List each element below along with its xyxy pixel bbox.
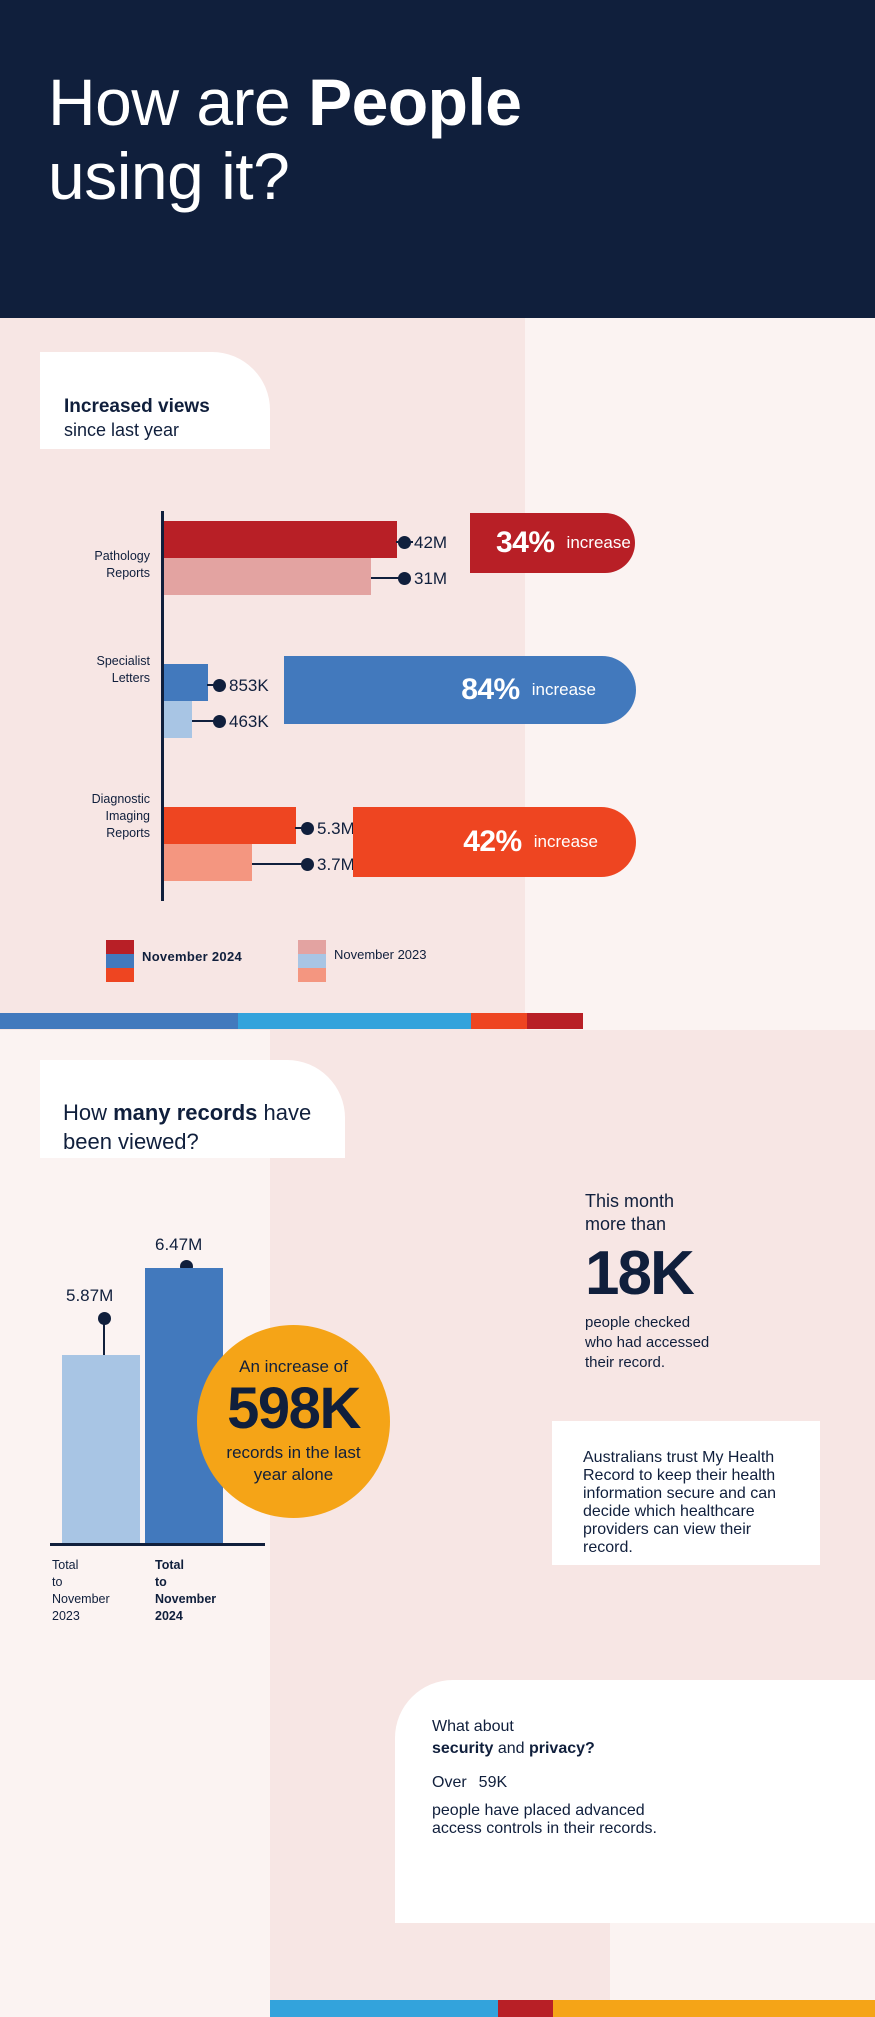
vbar-value-label-0: 5.87M xyxy=(66,1286,114,1305)
hbar-previous-1 xyxy=(164,701,192,738)
vbar-stem-0 xyxy=(103,1320,105,1356)
page-title: How are People using it? xyxy=(48,65,868,214)
records-title-c: have xyxy=(257,1100,312,1125)
hbar-previous-0 xyxy=(164,558,371,595)
increase-pill-pct-1: 84% xyxy=(461,673,520,706)
increase-pill-2b: 42% increase xyxy=(353,807,636,877)
legend-swatch-2023-red xyxy=(298,940,326,954)
hbar-dot-2b xyxy=(301,858,314,871)
hbar-leader-0prev xyxy=(371,577,400,579)
hbar-value-label-1b: 463K xyxy=(229,712,269,731)
security-question-line2: security and privacy? xyxy=(432,1740,862,1758)
legend-swatch-2023 xyxy=(298,940,326,982)
security-over-row: Over 59K xyxy=(432,1774,862,1792)
color-strip-sky xyxy=(238,1013,471,1029)
legend-swatch-2024-orange xyxy=(106,968,134,982)
hbar-leader-2b xyxy=(252,863,307,865)
hbar-category-label-0: Pathology Reports xyxy=(94,549,150,580)
legend-label-2023: November 2023 xyxy=(334,947,427,962)
trust-panel-content: Australians trust My Health Record to ke… xyxy=(583,1449,793,1557)
month-18k-content: This month more than 18K people checked … xyxy=(585,1190,855,1373)
security-over-label: Over xyxy=(432,1774,467,1791)
legend-swatch-2023-blue xyxy=(298,954,326,968)
records-title-b: many records xyxy=(113,1100,258,1125)
hbar-value-label-0b: 31M xyxy=(414,569,448,588)
vbar-axis xyxy=(50,1543,265,1546)
month-18k-number: 18K xyxy=(585,1238,695,1308)
increase-pill-pct-0: 34% xyxy=(496,526,555,559)
security-tail-text: people have placed advanced access contr… xyxy=(432,1802,657,1837)
hbar-value-label-2b: 3.7M xyxy=(317,855,355,874)
increased-views-card xyxy=(40,352,270,449)
legend-swatch-2023-orange xyxy=(298,968,326,982)
header-banner: How are People using it? xyxy=(0,0,875,318)
increase-pill-1: 84% increase xyxy=(284,656,636,724)
hbar-current-1 xyxy=(164,664,208,701)
hbar-axis xyxy=(161,511,164,901)
increased-views-subtitle-text: since last year xyxy=(64,420,180,440)
title-line-2: using it? xyxy=(48,138,290,213)
hbar-category-label-2: Diagnostic Imaging Reports xyxy=(91,792,150,840)
security-big-number: 59K xyxy=(478,1774,508,1791)
trust-panel-body: Australians trust My Health Record to ke… xyxy=(583,1449,776,1556)
privacy-word: privacy? xyxy=(528,1740,595,1757)
security-privacy-panel xyxy=(395,1680,875,1923)
security-word: security xyxy=(432,1740,494,1757)
increased-views-title: Increased views xyxy=(64,396,210,418)
legend-label-2024: November 2024 xyxy=(142,949,243,964)
hbar-previous-2 xyxy=(164,844,252,881)
legend-swatch-2024-blue xyxy=(106,954,134,968)
increase-pill-word-1: increase xyxy=(531,680,596,699)
records-viewed-title: How many records have been viewed? xyxy=(63,1098,343,1157)
hbar-value-label-0a: 42M xyxy=(414,533,448,552)
increase-598k-circle: An increase of 598K records in the last … xyxy=(197,1325,390,1518)
color-strip-blue xyxy=(0,1013,238,1029)
legend-swatch-2024 xyxy=(106,940,134,982)
security-and: and xyxy=(493,1740,529,1757)
bottom-strip-amber xyxy=(553,2000,875,2017)
hbar-current-0 xyxy=(164,521,397,558)
color-strip-darkred xyxy=(527,1013,583,1029)
vbar-xlabel-0: Total to November 2023 xyxy=(52,1558,110,1623)
hbar-dot-1b xyxy=(213,715,226,728)
hbar-dot-0b xyxy=(398,572,411,585)
hbar-leader-1b xyxy=(192,720,219,722)
vbar-column-0 xyxy=(62,1355,140,1543)
records-viewed-card xyxy=(40,1060,345,1158)
hbar-dot-0a xyxy=(398,536,411,549)
hbar-value-label-2a: 5.3M xyxy=(317,819,355,838)
increased-views-title-bold: Increased views xyxy=(64,396,210,417)
records-title-d: been viewed? xyxy=(63,1129,199,1155)
month-18k-bottom-text: people checked who had accessed their re… xyxy=(585,1313,710,1371)
hbar-category-label-1: Specialist Letters xyxy=(96,654,151,685)
vbar-xlabel-1: Total to November 2024 xyxy=(155,1558,217,1623)
security-question-line1: What about xyxy=(432,1718,514,1735)
increase-pill-pct-2: 42% xyxy=(463,825,522,858)
records-title-a: How xyxy=(63,1100,114,1125)
bottom-strip-sky xyxy=(270,2000,498,2017)
circle-big-number: 598K xyxy=(227,1376,361,1442)
vbar-dot-0 xyxy=(98,1312,111,1325)
hbar-dot-1a xyxy=(213,679,226,692)
color-strip-orange xyxy=(471,1013,527,1029)
title-part-bold: People xyxy=(308,65,522,139)
bottom-strip-darkred xyxy=(498,2000,553,2017)
increased-views-subtitle: since last year xyxy=(64,420,179,441)
increase-pill-0: 34% increase xyxy=(470,513,635,573)
circle-line-1: An increase of xyxy=(239,1357,348,1377)
hbar-dot-2a xyxy=(301,822,314,835)
hbar-value-label-1a: 853K xyxy=(229,676,269,695)
vbar-value-label-1: 6.47M xyxy=(155,1235,203,1254)
trust-panel xyxy=(552,1421,820,1565)
circle-line-3: records in the last year alone xyxy=(226,1443,361,1484)
increase-pill-word-0: increase xyxy=(566,533,631,552)
legend-swatch-2024-red xyxy=(106,940,134,954)
month-18k-top-text: This month more than xyxy=(585,1191,675,1235)
increase-pill-word-2: increase xyxy=(533,832,598,851)
hbar-current-2 xyxy=(164,807,296,844)
month-18k-panel xyxy=(552,1133,875,1421)
title-part-light: How are xyxy=(48,65,309,139)
security-privacy-content: What about security and privacy? Over 59… xyxy=(432,1718,862,1838)
